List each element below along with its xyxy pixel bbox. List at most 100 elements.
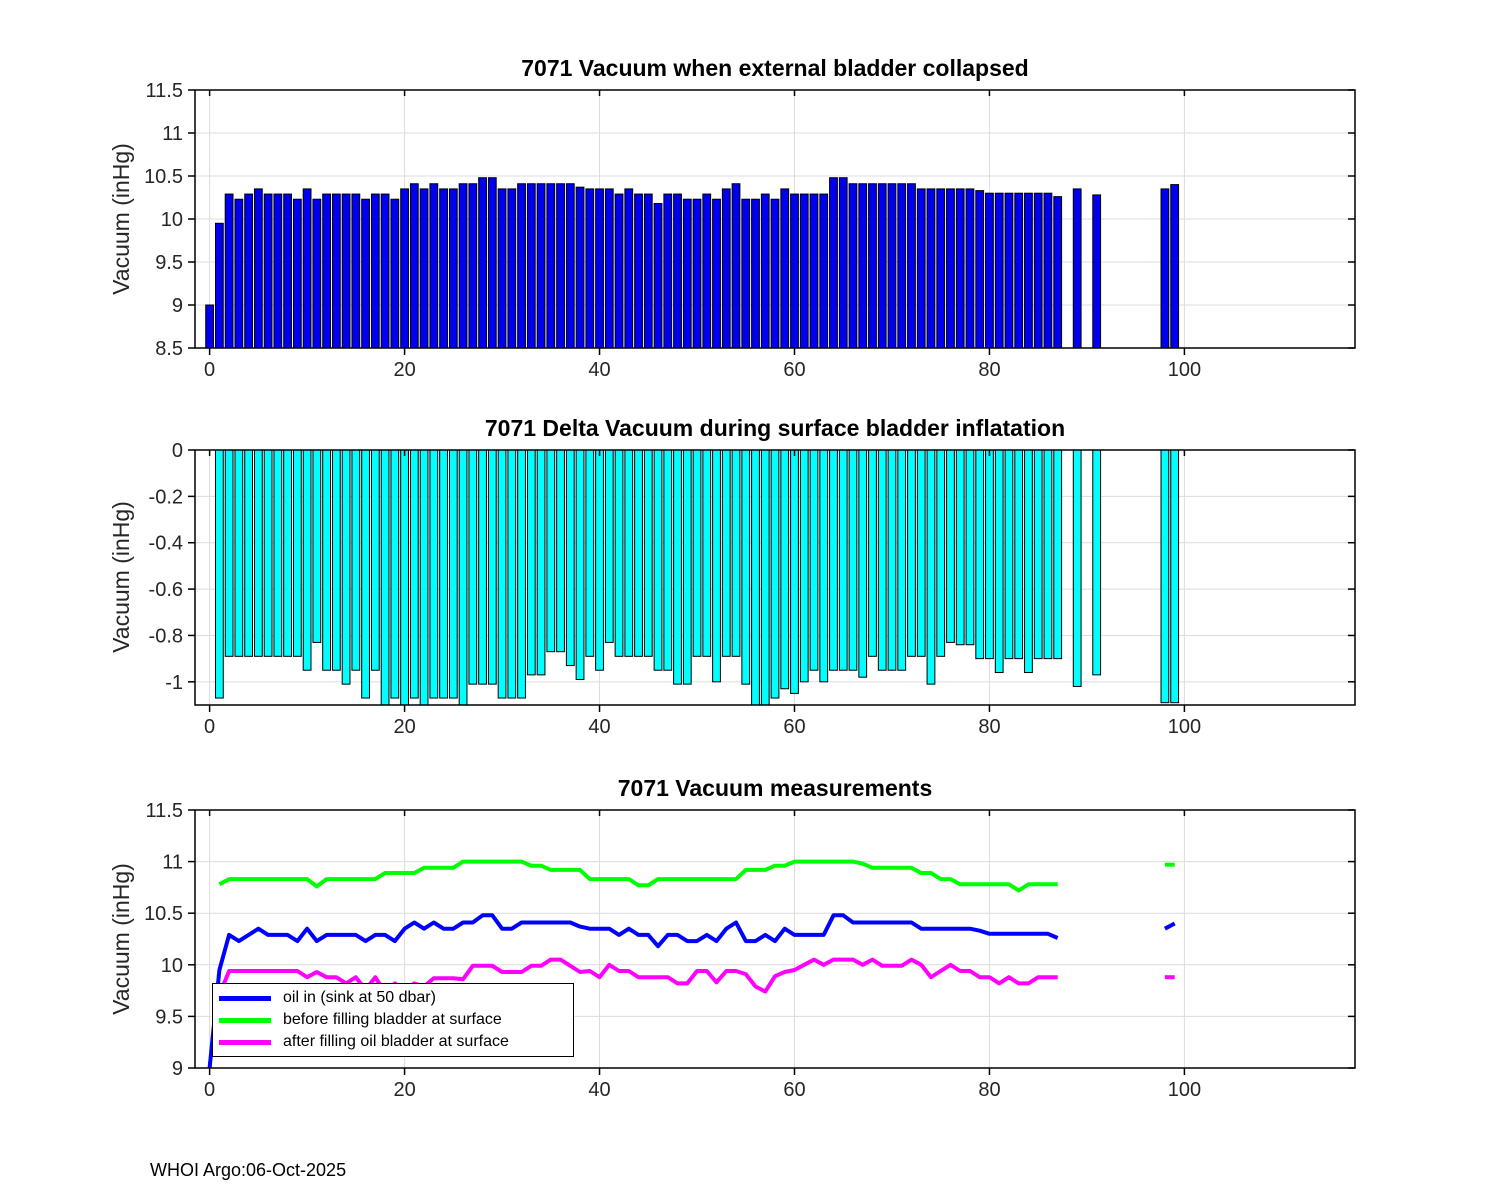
- y-tick-label: 11.5: [146, 80, 183, 102]
- bar-profile-40: [595, 188, 604, 349]
- axes-box: [194, 809, 1356, 1069]
- bar-profile-4: [244, 193, 254, 349]
- bar-profile-75: [936, 188, 946, 349]
- chart3-plot-area: 9 9.5 10 10.5 11 11.5 0 20 40 60 80 100: [144, 800, 1356, 1101]
- bar-profile-91: [1092, 449, 1102, 676]
- bar-profile-99: [1170, 449, 1180, 704]
- bar-profile-65: [838, 449, 848, 671]
- bar-profile-33: [526, 449, 536, 676]
- bar-profile-21: [409, 449, 419, 699]
- bar-profile-86: [1043, 449, 1053, 660]
- bar-profile-73: [916, 188, 926, 349]
- bar-profile-21: [409, 183, 419, 349]
- bar-profile-91: [1092, 194, 1102, 349]
- chart2-y-axis-label: Vacuum (inHg): [108, 501, 134, 653]
- bar-profile-39: [585, 188, 595, 349]
- bar-profile-37: [565, 449, 575, 667]
- y-tick-label: 11: [162, 852, 183, 874]
- bar-profile-70: [887, 449, 897, 671]
- legend-label-before-filling: before filling bladder at surface: [283, 1011, 502, 1028]
- bar-profile-71: [897, 183, 907, 349]
- bar-profile-50: [692, 198, 702, 349]
- y-tick-label: 0: [172, 440, 183, 462]
- bar-profile-17: [370, 449, 380, 671]
- chart2-title: 7071 Delta Vacuum during surface bladder…: [484, 415, 1066, 441]
- x-tick-label: 20: [393, 1079, 415, 1101]
- y-tick-label: 9: [172, 1058, 183, 1080]
- bar-profile-18: [380, 193, 390, 349]
- bar-profile-38: [575, 186, 585, 349]
- bar-profile-32: [517, 449, 526, 699]
- legend-item-after-filling: after filling oil bladder at surface: [219, 1031, 573, 1053]
- bar-profile-4: [244, 449, 254, 657]
- bar-profile-81: [994, 192, 1004, 349]
- x-tick-label: 60: [783, 359, 805, 381]
- bar-profile-53: [721, 449, 731, 657]
- bar-profile-45: [643, 193, 653, 349]
- legend-item-before-filling: before filling bladder at surface: [219, 1009, 573, 1031]
- bar-profile-27: [468, 183, 478, 349]
- legend: oil in (sink at 50 dbar) before filling …: [212, 983, 574, 1057]
- x-tick-label: 80: [978, 359, 1000, 381]
- bar-profile-85: [1033, 192, 1043, 349]
- bar-profile-52: [712, 198, 721, 349]
- bar-profile-64: [829, 177, 838, 349]
- bar-profile-22: [419, 188, 429, 349]
- bar-profile-78: [965, 449, 975, 646]
- bar-profile-69: [877, 183, 887, 349]
- bar-profile-31: [507, 188, 517, 349]
- line-series-0: [1163, 921, 1176, 931]
- bar-profile-46: [653, 449, 663, 671]
- bar-profile-58: [770, 449, 780, 699]
- bar-profile-9: [292, 198, 302, 349]
- y-tick-label: 11: [162, 123, 183, 145]
- x-tick-label: 20: [393, 716, 415, 738]
- bar-profile-36: [556, 183, 565, 349]
- bar-profile-64: [829, 449, 838, 671]
- bar-profile-16: [361, 449, 370, 699]
- bar-profile-15: [351, 193, 361, 349]
- bar-profile-85: [1033, 449, 1043, 660]
- bar-profile-89: [1072, 188, 1082, 349]
- bar-profile-58: [770, 198, 780, 349]
- bar-profile-37: [565, 183, 575, 349]
- bar-profile-9: [292, 449, 302, 657]
- bar-profile-72: [907, 183, 916, 349]
- y-tick-label: -0.2: [149, 486, 183, 508]
- bar-profile-0: [205, 304, 215, 349]
- bar-profile-11: [312, 449, 322, 643]
- bar-profile-17: [370, 193, 380, 349]
- bar-profile-87: [1053, 449, 1063, 660]
- bar-profile-57: [760, 193, 770, 349]
- bar-profile-36: [556, 449, 565, 653]
- footer-text: WHOI Argo:06-Oct-2025: [150, 1160, 347, 1180]
- bar-profile-55: [741, 198, 751, 349]
- bar-profile-31: [507, 449, 517, 699]
- bar-profile-23: [429, 449, 439, 699]
- bar-profile-14: [341, 449, 351, 685]
- bar-profile-70: [887, 183, 897, 349]
- bar-profile-47: [663, 193, 673, 349]
- bar-profile-66: [848, 449, 858, 671]
- bar-profile-32: [517, 183, 526, 349]
- bar-profile-56: [751, 198, 760, 349]
- bar-profile-42: [614, 449, 624, 657]
- x-tick-label: 80: [978, 716, 1000, 738]
- bar-profile-25: [448, 449, 458, 699]
- bar-profile-42: [614, 193, 624, 349]
- legend-line-swatch-green: [219, 1017, 271, 1023]
- x-tick-label: 0: [204, 716, 215, 738]
- x-tick-label: 100: [1168, 1079, 1201, 1101]
- bar-profile-84: [1024, 192, 1033, 349]
- bar-profile-63: [819, 193, 829, 349]
- bar-profile-53: [721, 188, 731, 349]
- bar-profile-61: [799, 449, 809, 683]
- bar-profile-52: [712, 449, 721, 683]
- axes-box: [194, 449, 1356, 706]
- bar-profile-66: [848, 183, 858, 349]
- bar-profile-7: [273, 193, 283, 349]
- bar-profile-8: [283, 449, 293, 657]
- y-tick-label: -1: [165, 672, 183, 694]
- bar-profile-79: [975, 449, 985, 660]
